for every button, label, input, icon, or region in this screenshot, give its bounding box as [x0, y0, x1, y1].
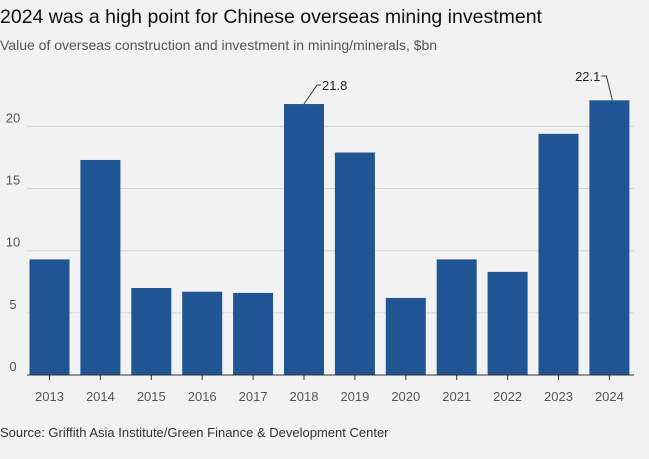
chart-subtitle: Value of overseas construction and inves… [0, 37, 438, 53]
annotation-label-2024: 22.1 [575, 69, 600, 84]
y-tick-label: 15 [6, 173, 20, 188]
x-tick-label: 2017 [239, 389, 268, 404]
chart-title: 2024 was a high point for Chinese overse… [0, 6, 542, 28]
bar-2015 [131, 287, 172, 375]
y-tick-label: 0 [9, 359, 16, 374]
x-tick-label: 2018 [290, 389, 319, 404]
x-tick-label: 2014 [86, 389, 115, 404]
annotation-label-2018: 21.8 [322, 78, 347, 93]
bar-2022 [487, 271, 528, 375]
x-tick-label: 2024 [595, 389, 624, 404]
bar-2013 [29, 259, 70, 375]
bar-2017 [233, 292, 274, 375]
bar-2018 [284, 104, 324, 375]
bar-2020 [385, 297, 426, 375]
x-tick-label: 2013 [35, 389, 64, 404]
x-tick-label: 2022 [493, 389, 522, 404]
annotation-leader-2018 [303, 84, 321, 105]
gridlines [27, 125, 634, 314]
annotations: 21.8 22.1 [303, 69, 613, 105]
bars [29, 100, 630, 375]
x-tick-label: 2019 [340, 389, 369, 404]
x-tick-label: 2023 [544, 389, 573, 404]
x-tick-label: 2016 [188, 389, 217, 404]
bar-2024 [589, 100, 630, 375]
bar-2021 [436, 259, 477, 375]
x-tick-label: 2015 [137, 389, 166, 404]
source-note: Source: Griffith Asia Institute/Green Fi… [0, 425, 389, 440]
axes: 0 5 10 15 20 2013 2014 2015 2016 2017 2018 2019 2020… [6, 110, 634, 404]
y-tick-label: 20 [6, 110, 20, 125]
bar-2023 [538, 133, 579, 375]
y-tick-label: 5 [9, 297, 16, 312]
bar-2014 [80, 159, 121, 375]
y-tick-label: 10 [6, 235, 20, 250]
x-tick-label: 2020 [391, 389, 420, 404]
bar-2016 [182, 291, 223, 375]
bar-2019 [334, 152, 375, 375]
annotation-leader-2024 [601, 75, 613, 101]
x-tick-label: 2021 [442, 389, 471, 404]
